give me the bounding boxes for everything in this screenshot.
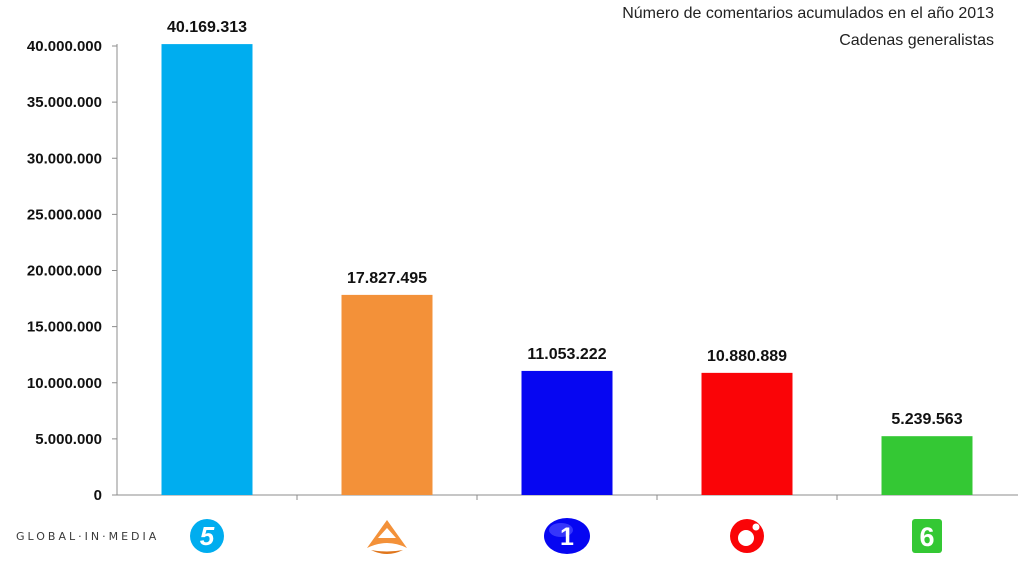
antena3-logo-icon xyxy=(367,520,407,554)
data-label: 11.053.222 xyxy=(527,346,606,363)
data-label: 5.239.563 xyxy=(891,411,962,428)
telecinco-logo-icon: 5 xyxy=(190,519,224,553)
y-tick-label: 15.000.000 xyxy=(27,319,102,336)
category-label: 5 xyxy=(200,521,215,551)
category-label: 1 xyxy=(560,523,574,551)
y-tick-label: 30.000.000 xyxy=(27,150,102,167)
y-tick-label: 5.000.000 xyxy=(35,431,102,448)
data-label: 10.880.889 xyxy=(707,348,787,365)
bar-4 xyxy=(701,372,793,495)
brand-watermark: GLOBAL·IN·MEDIA xyxy=(16,530,160,543)
bar-2 xyxy=(341,294,433,495)
bar-5 xyxy=(881,436,973,495)
cuatro-logo-icon xyxy=(730,519,764,553)
y-tick-label: 40.000.000 xyxy=(27,38,102,55)
lasexta-logo-icon: 6 xyxy=(912,519,942,553)
y-tick-label: 10.000.000 xyxy=(27,375,102,392)
bar-3 xyxy=(521,370,613,495)
y-tick-label: 0 xyxy=(94,487,102,504)
y-tick-label: 25.000.000 xyxy=(27,206,102,223)
la1-logo-icon: 1 xyxy=(544,518,590,554)
chart-title: Número de comentarios acumulados en el a… xyxy=(622,5,994,22)
bar-1 xyxy=(161,44,253,496)
data-label: 40.169.313 xyxy=(167,19,247,36)
y-tick-label: 20.000.000 xyxy=(27,263,102,280)
data-label: 17.827.495 xyxy=(347,270,427,287)
chart-subtitle: Cadenas generalistas xyxy=(839,32,994,49)
category-label: 6 xyxy=(919,522,934,552)
y-tick-label: 35.000.000 xyxy=(27,94,102,111)
